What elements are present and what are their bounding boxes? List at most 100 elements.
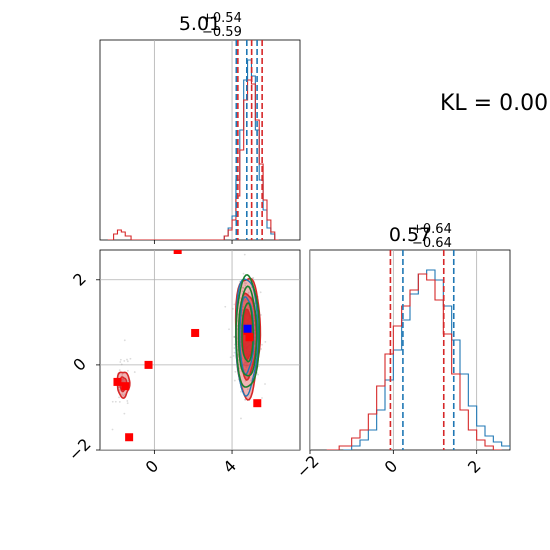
kl-divergence-label: KL = 0.00	[440, 91, 548, 116]
joint-scatter-point	[241, 290, 244, 293]
joint-scatter-point	[240, 417, 242, 420]
joint-xtick-label-0: 0	[142, 456, 163, 477]
right-marginal-x-ticks: −2 0 2	[293, 450, 485, 482]
right-hist-blue	[343, 269, 510, 450]
joint-scatter-point	[127, 379, 129, 382]
joint-scatter-point	[242, 272, 245, 275]
joint-scatter-point	[261, 343, 263, 346]
right-marginal-histograms	[326, 269, 510, 450]
joint-contour-green-mid	[237, 285, 258, 377]
top-title-minus: −0.59	[202, 25, 242, 40]
joint-scatter-point	[234, 370, 237, 373]
joint-scatter-point	[264, 383, 266, 385]
joint-scatter-point	[122, 394, 125, 397]
right-xtick-label-0: −2	[293, 452, 323, 482]
joint-scatter-point	[121, 374, 124, 376]
right-marginal-frame	[309, 249, 511, 451]
right-xtick-label-2: 2	[464, 456, 485, 477]
joint-scatter-point	[264, 340, 267, 343]
joint-scatter-point	[127, 369, 129, 372]
joint-scatter-point	[126, 402, 129, 405]
joint-scatter-point	[250, 379, 252, 382]
joint-scatter-point	[261, 397, 263, 399]
joint-grid	[100, 250, 300, 450]
joint-scatter-point	[120, 363, 123, 366]
joint-scatter-point	[252, 276, 255, 279]
joint-scatter-point	[233, 347, 236, 349]
joint-scatter-point	[233, 336, 236, 338]
joint-scatter-point	[123, 360, 126, 362]
joint-scatter-point	[118, 396, 120, 399]
joint-scatter-point	[111, 400, 114, 403]
joint-contour-blue-inner	[239, 296, 255, 376]
top-marginal-quantile-lines	[235, 40, 263, 240]
joint-scatter-point	[241, 286, 244, 289]
joint-scatter-point	[118, 369, 121, 372]
joint-scatter-point	[126, 400, 129, 402]
joint-red-marker-7	[245, 333, 254, 342]
top-marginal-grid	[153, 40, 233, 240]
joint-ytick-label-2: 2	[69, 269, 90, 290]
joint-scatter-point	[123, 412, 126, 415]
top-marginal-histograms	[107, 59, 279, 240]
joint-scatter-point	[224, 305, 227, 308]
right-marginal-panel: −2 0 2 0.57 +0.64 −0.64	[293, 222, 511, 482]
joint-scatter-point	[232, 354, 235, 357]
joint-scatter-point	[126, 358, 128, 361]
joint-scatter-point	[229, 356, 232, 359]
joint-scatter-point	[259, 291, 262, 294]
joint-scatter-point	[244, 284, 247, 287]
joint-scatter-point	[111, 428, 114, 431]
top-marginal-title: 5.01	[179, 13, 221, 35]
joint-scatter-point	[121, 393, 124, 396]
joint-scatter-point	[247, 291, 250, 294]
joint-scatter-point	[260, 314, 262, 316]
joint-red-marker-5	[191, 328, 200, 337]
joint-frame	[99, 249, 301, 451]
joint-scatter-point	[118, 389, 121, 391]
joint-red-marker-1	[113, 377, 122, 386]
joint-scatter-point	[123, 339, 126, 342]
right-hist-red	[326, 273, 502, 450]
top-hist-red	[107, 79, 279, 240]
joint-scatter-point	[233, 379, 236, 382]
joint-scatter-point	[233, 303, 236, 306]
joint-scatter-point	[126, 360, 129, 363]
joint-scatter-point	[243, 253, 246, 256]
joint-red-marker-0	[121, 382, 130, 391]
joint-scatter-point	[244, 398, 246, 401]
right-title-minus: −0.64	[412, 236, 452, 251]
joint-red-marker-8	[253, 399, 262, 408]
joint-red-marker-3	[144, 360, 153, 369]
joint-markers	[113, 250, 262, 442]
joint-scatter-point	[114, 400, 117, 403]
joint-scatter-point	[133, 371, 136, 373]
joint-red-marker-2	[125, 433, 134, 442]
joint-ytick-label-1: 0	[69, 354, 90, 375]
joint-ytick-label-0: −2	[65, 435, 95, 465]
top-title-plus: +0.54	[202, 11, 242, 26]
joint-scatter-point	[257, 365, 260, 368]
top-title-value: 5.01	[179, 13, 221, 35]
top-marginal-x-ticks	[153, 240, 233, 244]
joint-scatter-point	[245, 282, 248, 285]
joint-scatter-point	[233, 351, 236, 354]
joint-red-marker-4	[173, 250, 182, 254]
joint-scatter-point	[119, 358, 122, 361]
right-xtick-label-1: 0	[381, 456, 402, 477]
joint-scatter-point	[233, 343, 236, 346]
top-marginal-frame	[99, 39, 301, 241]
joint-scatter-point	[238, 367, 241, 370]
joint-scatter-point	[243, 282, 246, 284]
joint-scatter-point	[246, 388, 249, 391]
joint-scatter-point	[242, 286, 245, 289]
joint-scatter-point	[118, 401, 121, 403]
right-title-value: 0.57	[389, 224, 431, 246]
joint-scatter-point	[240, 390, 242, 393]
joint-blue-marker	[243, 324, 252, 333]
joint-scatter-point	[228, 328, 230, 331]
top-marginal-panel: 5.01 +0.54 −0.59	[99, 11, 301, 244]
